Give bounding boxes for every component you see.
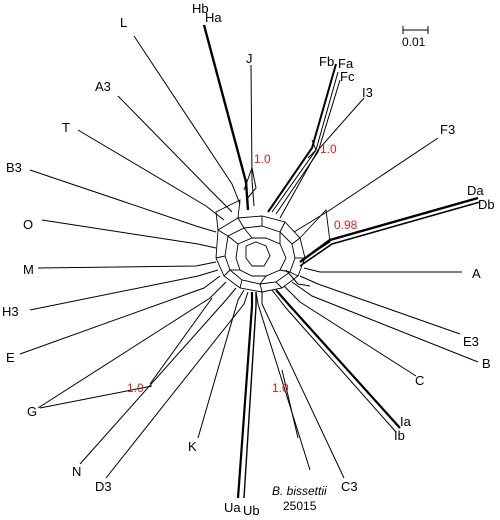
taxon-label-a3: A3 — [95, 79, 111, 94]
scale-bar: 0.01 — [402, 26, 429, 49]
taxon-label-da: Da — [467, 183, 484, 198]
taxon-label-b3: B3 — [6, 160, 22, 175]
support-value-g: 1.0 — [127, 381, 144, 395]
taxon-label-fb: Fb — [319, 54, 334, 69]
network-edges — [19, 24, 481, 499]
taxon-label-ub: Ub — [243, 503, 260, 518]
taxon-label-t: T — [62, 120, 70, 135]
scale-bar-label: 0.01 — [402, 35, 426, 49]
taxon-label-o: O — [23, 217, 33, 232]
taxon-label-f3: F3 — [440, 122, 455, 137]
taxon-label-l: L — [120, 15, 127, 30]
support-value-j: 1.0 — [254, 152, 271, 166]
taxon-label-c: C — [415, 373, 424, 388]
taxon-label-ua: Ua — [224, 500, 241, 515]
taxon-label-m: M — [23, 262, 34, 277]
taxon-label-c3: C3 — [341, 479, 358, 494]
taxon-label-h3: H3 — [2, 304, 19, 319]
taxon-label-d3: D3 — [95, 479, 112, 494]
taxon-label-b: B — [482, 356, 491, 371]
taxon-label-fc: Fc — [340, 69, 355, 84]
taxon-label-g: G — [27, 404, 37, 419]
taxon-label-fa: Fa — [338, 56, 354, 71]
taxon-label-ha: Ha — [205, 10, 222, 25]
taxon-label-e: E — [6, 350, 15, 365]
taxon-label-k: K — [188, 439, 197, 454]
taxon-label-n: N — [72, 464, 81, 479]
taxon-label-i3: I3 — [362, 85, 373, 100]
species-label: B. bissettii — [272, 484, 327, 498]
taxon-label-db: Db — [478, 197, 495, 212]
strain-label: 25015 — [283, 499, 317, 513]
taxon-label-hb: Hb — [192, 1, 209, 16]
taxon-label-a: A — [472, 266, 481, 281]
taxon-label-j: J — [246, 51, 253, 66]
support-value-d: 0.98 — [334, 218, 358, 232]
taxon-label-ia: Ia — [400, 414, 412, 429]
support-value-bissettii: 1.0 — [272, 381, 289, 395]
species-label-group: B. bissettii 25015 — [272, 484, 327, 513]
taxon-label-e3: E3 — [463, 334, 479, 349]
taxon-label-ib: Ib — [394, 428, 405, 443]
support-value-f: 1.0 — [320, 142, 337, 156]
network-core — [215, 199, 331, 293]
support-values: 1.0 1.0 0.98 1.0 1.0 — [127, 142, 358, 395]
